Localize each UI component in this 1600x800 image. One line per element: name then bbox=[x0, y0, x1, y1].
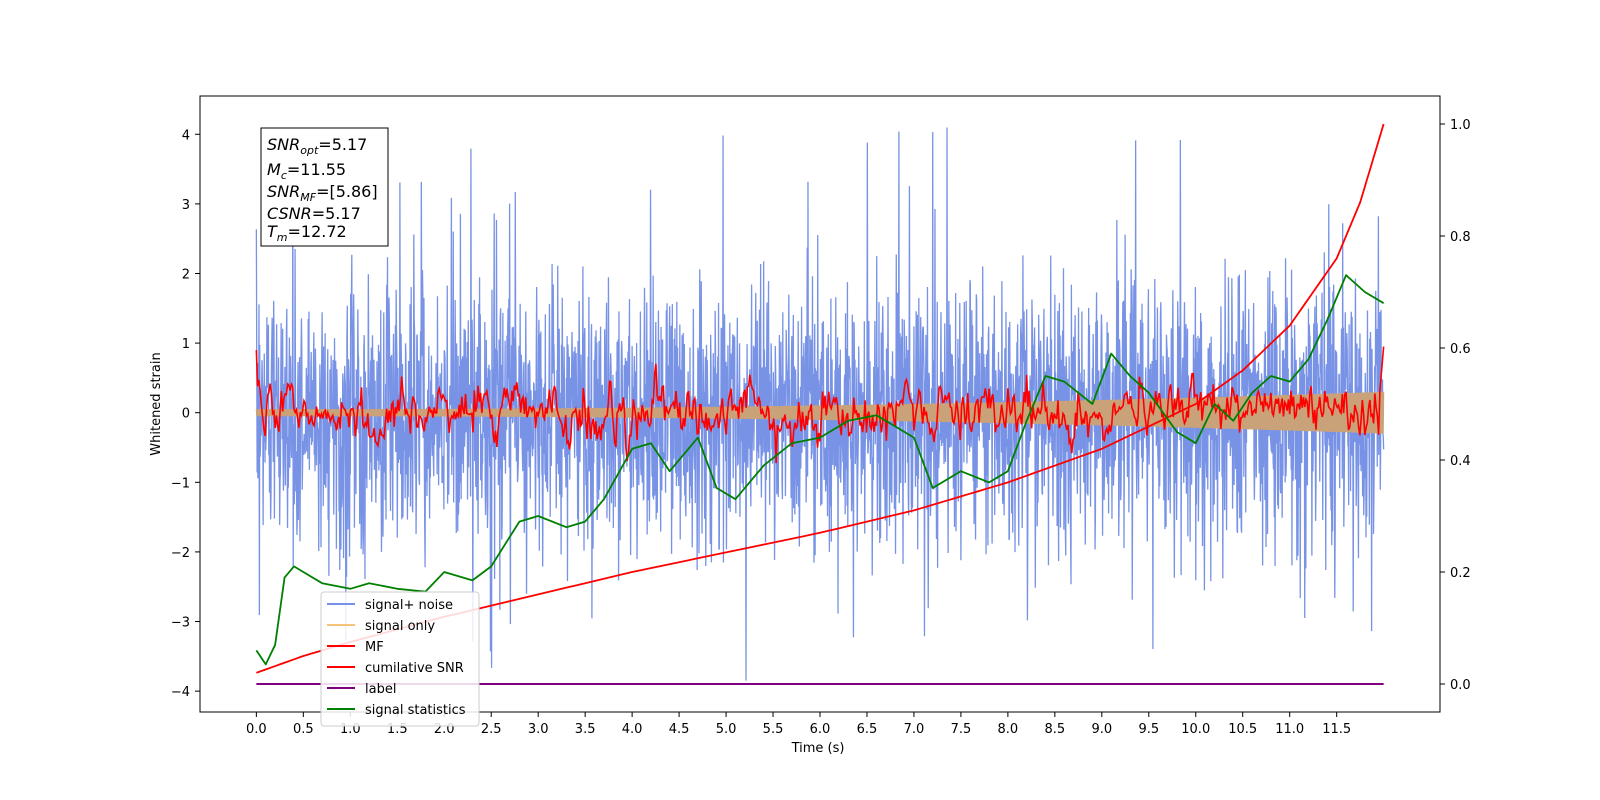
y-tick-label: −2 bbox=[171, 546, 190, 561]
legend-label: label bbox=[365, 682, 396, 697]
y-tick-label: −3 bbox=[171, 616, 190, 631]
y2-tick-label: 0.0 bbox=[1450, 678, 1471, 693]
y2-tick-label: 1.0 bbox=[1450, 118, 1471, 133]
annotation-name: SNR bbox=[267, 182, 300, 201]
x-tick-label: 0.0 bbox=[246, 722, 267, 737]
y-tick-label: 3 bbox=[182, 198, 190, 213]
x-axis-label: Time (s) bbox=[791, 741, 845, 756]
legend: signal+ noise signal only MF cumilative SNR… bbox=[320, 591, 480, 727]
x-tick-label: 4.5 bbox=[669, 722, 690, 737]
annotation-value: =11.55 bbox=[287, 160, 346, 179]
x-tick-label: 11.0 bbox=[1275, 722, 1304, 737]
x-tick-label: 9.0 bbox=[1091, 722, 1112, 737]
series-mf bbox=[255, 346, 1385, 464]
annotation-name: M bbox=[267, 160, 281, 179]
legend-label: signal only bbox=[365, 619, 435, 634]
x-tick-label: 8.0 bbox=[998, 722, 1019, 737]
legend-label: signal statistics bbox=[365, 703, 466, 718]
x-tick-label: 6.5 bbox=[857, 722, 878, 737]
annotation-line: Tm=12.72 bbox=[267, 222, 347, 244]
annotation-line: CSNR=5.17 bbox=[267, 204, 361, 223]
annotation-name: CSNR bbox=[267, 204, 312, 223]
legend-label: MF bbox=[365, 640, 384, 655]
x-tick-label: 2.5 bbox=[481, 722, 502, 737]
legend-label: signal+ noise bbox=[365, 598, 453, 613]
x-tick-label: 7.0 bbox=[904, 722, 925, 737]
y2-tick-label: 0.8 bbox=[1450, 230, 1471, 245]
x-tick-label: 5.0 bbox=[716, 722, 737, 737]
series-signal-noise bbox=[255, 127, 1385, 681]
annotation-sub: c bbox=[281, 169, 287, 182]
y-tick-label: 4 bbox=[182, 128, 190, 143]
annotation-frame bbox=[260, 127, 389, 247]
y-tick-label: 2 bbox=[182, 267, 190, 282]
annotation-name: SNR bbox=[267, 135, 300, 154]
y-axis-right: 1.0 0.8 0.6 0.4 0.2 0.0 bbox=[1440, 118, 1471, 693]
annotation-name: T bbox=[267, 222, 278, 241]
annotation-line: SNRMF=[5.86] bbox=[267, 182, 378, 204]
y-axis-left: 4 3 2 1 0 −1 −2 −3 −4 bbox=[171, 128, 200, 700]
x-tick-label: 11.5 bbox=[1322, 722, 1351, 737]
y-tick-label: −4 bbox=[171, 685, 190, 700]
annotation-sub: MF bbox=[300, 191, 316, 204]
y-tick-label: 1 bbox=[182, 337, 190, 352]
x-tick-label: 5.5 bbox=[763, 722, 784, 737]
x-tick-label: 9.5 bbox=[1138, 722, 1159, 737]
x-tick-label: 7.5 bbox=[951, 722, 972, 737]
legend-label: cumilative SNR bbox=[365, 661, 464, 676]
y2-tick-label: 0.4 bbox=[1450, 454, 1471, 469]
y2-tick-label: 0.6 bbox=[1450, 342, 1471, 357]
y-axis-label: Whitened strain bbox=[149, 352, 164, 455]
y2-tick-label: 0.2 bbox=[1450, 566, 1471, 581]
annotation-value: =5.17 bbox=[312, 204, 361, 223]
x-tick-label: 0.5 bbox=[293, 722, 314, 737]
x-tick-label: 10.5 bbox=[1228, 722, 1257, 737]
x-tick-label: 6.0 bbox=[810, 722, 831, 737]
x-tick-label: 3.5 bbox=[575, 722, 596, 737]
annotation-value: =12.72 bbox=[288, 222, 347, 241]
legend-frame bbox=[320, 591, 480, 727]
annotation-value: =5.17 bbox=[318, 135, 367, 154]
x-tick-label: 8.5 bbox=[1045, 722, 1066, 737]
series-signal-statistics bbox=[255, 274, 1385, 666]
annotation-sub: m bbox=[277, 231, 288, 244]
annotation-line: Mc=11.55 bbox=[267, 160, 346, 182]
x-tick-label: 4.0 bbox=[622, 722, 643, 737]
y-tick-label: 0 bbox=[182, 407, 190, 422]
annotation-value: =[5.86] bbox=[316, 182, 378, 201]
series-signal-only bbox=[255, 391, 1385, 434]
x-tick-label: 10.0 bbox=[1181, 722, 1210, 737]
annotation-line: SNRopt=5.17 bbox=[267, 135, 367, 157]
annotation-sub: opt bbox=[300, 144, 319, 157]
annotation-box: SNRopt=5.17 Mc=11.55 SNRMF=[5.86] CSNR=5… bbox=[260, 127, 389, 247]
x-tick-label: 3.0 bbox=[528, 722, 549, 737]
y-tick-label: −1 bbox=[171, 476, 190, 491]
